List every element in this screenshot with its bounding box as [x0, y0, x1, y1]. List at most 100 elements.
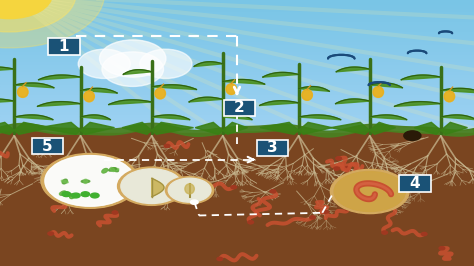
Circle shape — [165, 177, 214, 204]
Bar — [0, 30, 474, 33]
Ellipse shape — [109, 168, 116, 171]
Polygon shape — [441, 88, 474, 93]
Polygon shape — [14, 122, 50, 134]
Bar — [0, 3, 474, 7]
Circle shape — [310, 216, 315, 219]
Polygon shape — [263, 72, 299, 77]
Ellipse shape — [69, 194, 75, 198]
Ellipse shape — [102, 169, 108, 173]
Ellipse shape — [444, 91, 455, 102]
Circle shape — [130, 172, 136, 175]
Circle shape — [112, 211, 118, 214]
Bar — [0, 49, 474, 53]
Bar — [0, 82, 474, 86]
Ellipse shape — [18, 87, 28, 97]
Ellipse shape — [373, 87, 383, 97]
Circle shape — [334, 172, 405, 211]
Bar — [0, 226, 474, 266]
Polygon shape — [152, 178, 164, 197]
Ellipse shape — [373, 87, 383, 97]
Text: 2: 2 — [234, 100, 245, 115]
Bar — [0, 116, 474, 120]
Bar — [0, 59, 474, 63]
Polygon shape — [0, 122, 14, 134]
Circle shape — [0, 0, 104, 48]
Circle shape — [85, 176, 91, 179]
Circle shape — [231, 185, 237, 189]
Polygon shape — [299, 86, 329, 91]
Text: 1: 1 — [59, 39, 69, 54]
Ellipse shape — [111, 168, 119, 171]
Circle shape — [217, 257, 223, 260]
Bar — [0, 69, 474, 73]
Ellipse shape — [81, 180, 90, 183]
Bar — [0, 122, 474, 126]
Polygon shape — [336, 67, 370, 72]
Circle shape — [72, 193, 80, 198]
Bar — [0, 33, 474, 36]
Ellipse shape — [185, 184, 194, 194]
Ellipse shape — [18, 87, 28, 97]
Ellipse shape — [226, 84, 237, 94]
Circle shape — [345, 207, 350, 210]
Circle shape — [62, 192, 71, 197]
Polygon shape — [401, 75, 441, 80]
Ellipse shape — [84, 91, 94, 102]
Circle shape — [345, 167, 350, 170]
Polygon shape — [194, 62, 223, 66]
Polygon shape — [0, 99, 14, 104]
FancyBboxPatch shape — [48, 39, 80, 55]
Ellipse shape — [70, 194, 74, 199]
Circle shape — [140, 49, 192, 78]
Circle shape — [102, 52, 164, 86]
Bar — [0, 113, 474, 117]
Polygon shape — [223, 122, 247, 134]
Ellipse shape — [110, 168, 115, 172]
FancyBboxPatch shape — [399, 176, 430, 192]
Ellipse shape — [102, 169, 108, 173]
Text: 3: 3 — [267, 140, 278, 155]
Circle shape — [89, 170, 95, 173]
Bar — [0, 109, 474, 113]
Ellipse shape — [59, 192, 66, 194]
Polygon shape — [370, 115, 407, 120]
Ellipse shape — [66, 192, 70, 196]
Circle shape — [404, 131, 421, 140]
Circle shape — [53, 162, 58, 165]
Polygon shape — [123, 70, 152, 74]
Ellipse shape — [60, 191, 66, 195]
Polygon shape — [394, 102, 441, 106]
Polygon shape — [299, 115, 341, 120]
Circle shape — [100, 40, 166, 77]
Ellipse shape — [302, 90, 312, 100]
Polygon shape — [152, 115, 190, 120]
Bar — [0, 79, 474, 83]
Circle shape — [248, 221, 254, 224]
Polygon shape — [189, 97, 223, 102]
Text: 4: 4 — [410, 176, 420, 191]
Polygon shape — [223, 115, 252, 120]
Circle shape — [334, 167, 339, 170]
Ellipse shape — [61, 180, 68, 183]
Circle shape — [323, 211, 329, 214]
Bar — [0, 0, 474, 3]
Bar — [0, 53, 474, 57]
Polygon shape — [336, 99, 370, 104]
Polygon shape — [81, 115, 110, 120]
Circle shape — [70, 194, 76, 197]
FancyBboxPatch shape — [224, 100, 255, 116]
Circle shape — [78, 49, 130, 78]
Circle shape — [121, 169, 182, 203]
Circle shape — [118, 167, 186, 205]
Polygon shape — [441, 115, 474, 120]
Bar — [0, 86, 474, 90]
Bar — [0, 129, 474, 133]
Bar — [0, 106, 474, 110]
Ellipse shape — [62, 179, 67, 184]
Bar — [0, 73, 474, 77]
Bar — [0, 56, 474, 60]
Bar — [0, 46, 474, 50]
Bar — [0, 19, 474, 23]
Ellipse shape — [83, 179, 87, 184]
Circle shape — [91, 193, 99, 198]
